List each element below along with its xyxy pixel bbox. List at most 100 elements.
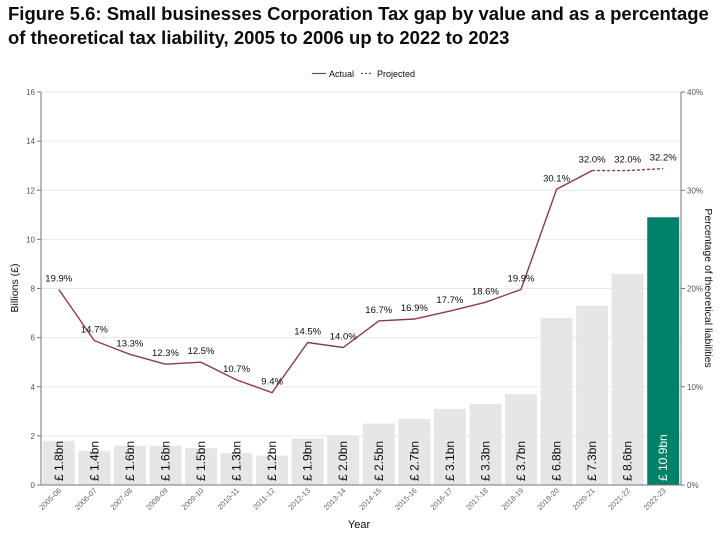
x-tick-label: 2022-23: [642, 486, 668, 512]
percentage-label: 19.9%: [508, 273, 535, 284]
x-tick-label: 2005-06: [37, 486, 63, 512]
bar-value-label: £ 7.3bn: [585, 441, 599, 481]
bar: [220, 453, 253, 485]
bar: [398, 418, 431, 485]
bar-value-label: £ 1.6bn: [123, 441, 137, 481]
bar: [185, 448, 217, 485]
bar-value-label: £ 10.9bn: [656, 434, 670, 481]
x-axis-title: Year: [348, 519, 371, 531]
figure-title: Figure 5.6: Small businesses Corporation…: [8, 3, 709, 48]
percentage-label: 32.0%: [614, 155, 641, 166]
x-tick-label: 2016-17: [428, 486, 454, 512]
y-tick-label-left: 10: [26, 235, 35, 244]
y-tick-label-right: 10%: [687, 383, 703, 392]
y-tick-label-left: 14: [26, 137, 35, 146]
x-tick-label: 2018-19: [500, 486, 526, 512]
percentage-label: 12.5%: [188, 346, 215, 357]
bar-value-label: £ 1.2bn: [265, 441, 279, 481]
x-tick-label: 2015-16: [393, 486, 419, 512]
y-tick-label-right: 30%: [687, 186, 703, 195]
bar: [647, 217, 680, 486]
y-tick-label-right: 40%: [687, 88, 703, 97]
bar: [433, 408, 466, 485]
y-tick-label-right: 20%: [687, 285, 703, 294]
bar: [469, 403, 502, 485]
y-axis-title-right: Percentage of theoretical liabilities: [702, 208, 714, 367]
percentage-label: 17.7%: [436, 295, 463, 306]
bar: [611, 273, 644, 485]
bar: [42, 440, 75, 485]
x-tick-label: 2019-20: [535, 486, 561, 512]
percentage-label: 19.9%: [45, 273, 72, 284]
x-tick-label: 2013-14: [322, 486, 348, 512]
bar: [256, 455, 289, 485]
x-tick-label: 2012-13: [286, 486, 312, 512]
bar: [78, 450, 111, 485]
bar: [540, 317, 573, 485]
x-tick-label: 2009-10: [180, 486, 206, 512]
percentage-label: 14.7%: [81, 325, 108, 336]
x-tick-label: 2010-11: [216, 486, 241, 511]
x-tick-label: 2020-21: [571, 486, 597, 512]
percentage-label: 32.0%: [579, 155, 606, 166]
percentage-label: 12.3%: [152, 348, 179, 359]
legend-projected-label: Projected: [377, 69, 415, 79]
bar-value-label: £ 2.5bn: [372, 441, 386, 481]
percentage-label: 16.9%: [401, 303, 428, 314]
bar-value-label: £ 3.3bn: [478, 441, 492, 481]
bar: [327, 435, 360, 485]
x-tick-label: 2014-15: [357, 486, 383, 512]
y-tick-label-left: 12: [26, 186, 35, 195]
y-axis-title-left: Billions (£): [9, 263, 21, 312]
bar-value-label: £ 1.3bn: [230, 441, 244, 481]
percentage-label: 18.6%: [472, 286, 499, 297]
y-tick-label-right: 0%: [687, 481, 699, 490]
bar-value-label: £ 1.4bn: [87, 441, 101, 481]
bar-value-label: £ 2.7bn: [407, 441, 421, 481]
bar-value-label: £ 1.8bn: [52, 441, 66, 481]
labels: £ 1.8bn £ 1.4bn £ 1.6bn £ 1.6bn £ 1.5bn £ 1.3…: [45, 153, 677, 481]
bar: [576, 305, 609, 485]
projected-line: [592, 167, 664, 172]
bar-value-label: £ 3.7bn: [514, 441, 528, 481]
x-tick-label: 2021-22: [606, 486, 632, 512]
x-tick-label: 2007-08: [108, 486, 134, 512]
x-tick-label: 2017-18: [464, 486, 490, 512]
x-tick-label: 2011-12: [251, 486, 276, 511]
bar: [291, 438, 324, 485]
bar-value-label: £ 1.9bn: [301, 441, 315, 481]
percentage-label: 9.4%: [261, 377, 283, 388]
bar: [113, 445, 146, 485]
y-tick-label-left: 8: [31, 285, 36, 294]
percentage-label: 16.7%: [365, 305, 392, 316]
percentage-label: 14.0%: [330, 331, 357, 342]
x-tick-label: 2008-09: [144, 486, 170, 512]
percentage-label: 32.2%: [650, 153, 677, 164]
bar: [505, 394, 537, 485]
gridlines: [41, 91, 681, 437]
percentage-label: 14.5%: [294, 327, 321, 338]
bar-value-label: £ 2.0bn: [336, 441, 350, 481]
actual-line: [58, 169, 593, 394]
percentage-line: [58, 167, 664, 394]
bars: [42, 217, 680, 486]
bar-value-label: £ 8.6bn: [621, 441, 635, 481]
bar-value-label: £ 1.6bn: [158, 441, 172, 481]
percentage-label: 13.3%: [116, 338, 143, 349]
bar-value-label: £ 1.5bn: [194, 441, 208, 481]
y-tick-label-left: 6: [31, 334, 36, 343]
percentage-label: 30.1%: [543, 173, 570, 184]
bar: [362, 423, 395, 485]
y-tick-label-left: 2: [31, 432, 36, 441]
bar: [149, 445, 182, 485]
bar-value-label: £ 6.8bn: [550, 441, 564, 481]
legend-actual-label: Actual: [329, 69, 354, 79]
y-tick-label-left: 16: [26, 88, 35, 97]
x-tick-label: 2006-07: [73, 486, 99, 512]
legend: Actual Projected: [312, 69, 415, 79]
bar-value-label: £ 3.1bn: [443, 441, 457, 481]
y-tick-label-left: 4: [31, 383, 36, 392]
percentage-label: 10.7%: [223, 364, 250, 375]
y-tick-label-left: 0: [31, 481, 36, 490]
